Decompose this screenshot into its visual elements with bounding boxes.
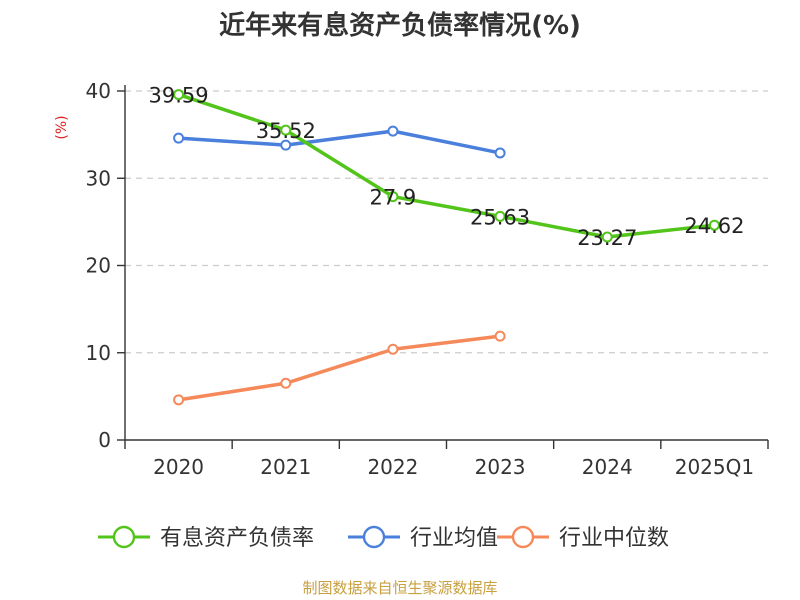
x-tick-label-2023: 2023 <box>475 455 526 479</box>
x-tick-label-2025Q1: 2025Q1 <box>675 455 754 479</box>
series-2-point-0 <box>173 394 185 406</box>
series-line-1 <box>176 129 502 155</box>
series-0-point-1 <box>280 124 292 136</box>
data-label-layer: 39.59 35.52 27.9 25.63 23.27 24.62 <box>149 84 745 250</box>
chart-title: 近年来有息资产负债率情况(%) <box>219 10 581 41</box>
y-tick-label-40: 40 <box>86 79 111 103</box>
series-0-point-5 <box>708 219 720 231</box>
y-tick-label-20: 20 <box>86 254 111 278</box>
series-line-2 <box>176 334 502 402</box>
grid-layer <box>125 90 768 354</box>
data-label-4: 23.27 <box>577 226 637 250</box>
series-line-0 <box>176 92 717 239</box>
series-1 <box>173 125 506 159</box>
series-0-point-3 <box>494 210 506 222</box>
x-tick-label-2024: 2024 <box>582 455 633 479</box>
legend-label-0: 有息资产负债率 <box>160 526 314 551</box>
series-0 <box>173 89 720 243</box>
y-tick-label-10: 10 <box>86 341 111 365</box>
series-layer <box>173 89 720 406</box>
data-label-1: 35.52 <box>256 119 316 143</box>
data-label-3: 25.63 <box>470 205 530 229</box>
series-2 <box>173 330 506 406</box>
x-tick-label-2022: 2022 <box>367 455 418 479</box>
y-tick-label-30: 30 <box>86 166 111 190</box>
series-2-point-1 <box>280 377 292 389</box>
series-0-point-4 <box>601 231 613 243</box>
legend-swatch-marker-2 <box>511 525 535 549</box>
data-label-2: 27.9 <box>370 186 417 210</box>
y-axis-label: (%) <box>54 115 70 139</box>
legend: 有息资产负债率 行业均值 行业中位数 <box>98 525 669 551</box>
x-tick-label-2021: 2021 <box>260 455 311 479</box>
x-tick-label-2020: 2020 <box>153 455 204 479</box>
legend-item-2: 行业中位数 <box>497 525 669 551</box>
legend-item-0: 有息资产负债率 <box>98 525 314 551</box>
axis-layer: 0 10 20 30 40 2020 2021 2022 2023 2024 2025Q1 <box>86 79 769 479</box>
series-1-point-2 <box>387 125 399 137</box>
y-tick-label-0: 0 <box>98 428 111 452</box>
series-2-point-2 <box>387 343 399 355</box>
legend-item-1: 行业均值 <box>348 525 498 551</box>
data-label-5: 24.62 <box>684 214 744 238</box>
series-2-point-3 <box>494 330 506 342</box>
series-1-point-0 <box>173 132 185 144</box>
legend-swatch-marker-1 <box>362 525 386 549</box>
legend-label-1: 行业均值 <box>410 526 498 551</box>
series-0-point-0 <box>173 89 185 101</box>
source-note: 制图数据来自恒生聚源数据库 <box>302 579 497 597</box>
legend-swatch-marker-0 <box>112 525 136 549</box>
series-1-point-1 <box>280 139 292 151</box>
series-1-point-3 <box>494 147 506 159</box>
series-0-point-2 <box>387 191 399 203</box>
legend-label-2: 行业中位数 <box>559 526 669 551</box>
data-label-0: 39.59 <box>149 84 209 108</box>
